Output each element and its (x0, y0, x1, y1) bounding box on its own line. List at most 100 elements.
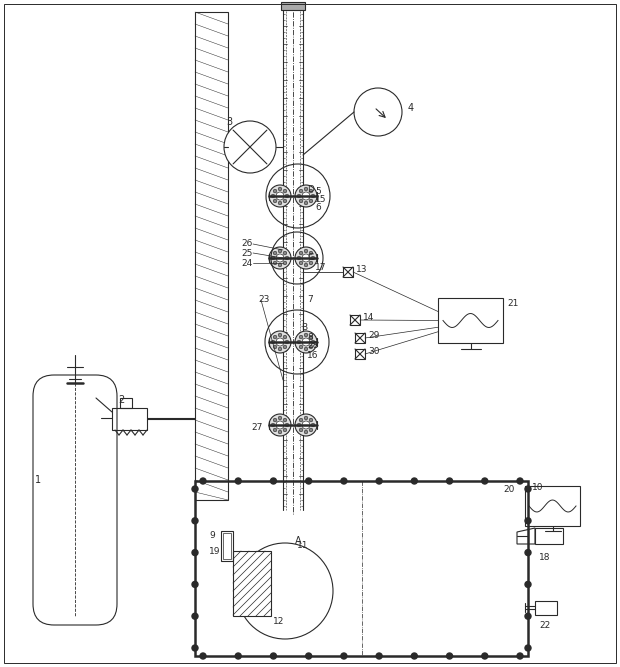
Bar (195, 12, 228, 500)
Circle shape (525, 582, 531, 588)
Circle shape (192, 645, 198, 651)
Circle shape (285, 340, 289, 344)
Circle shape (283, 189, 286, 193)
Circle shape (276, 254, 284, 262)
Circle shape (517, 478, 523, 484)
Circle shape (297, 423, 301, 427)
Circle shape (285, 256, 289, 260)
Circle shape (200, 478, 206, 484)
Circle shape (278, 430, 282, 434)
Circle shape (302, 254, 310, 262)
Circle shape (309, 251, 312, 255)
Circle shape (446, 478, 453, 484)
Circle shape (525, 550, 531, 556)
Circle shape (224, 121, 276, 173)
Circle shape (525, 645, 531, 651)
Circle shape (517, 653, 523, 659)
Circle shape (276, 421, 284, 429)
Text: 14: 14 (363, 313, 374, 323)
Circle shape (295, 185, 317, 207)
Circle shape (278, 348, 282, 351)
Circle shape (273, 251, 277, 255)
Circle shape (311, 194, 315, 198)
Text: 15: 15 (315, 195, 327, 205)
Circle shape (283, 251, 286, 255)
Circle shape (278, 334, 282, 337)
Circle shape (270, 653, 277, 659)
Circle shape (283, 199, 286, 203)
Circle shape (311, 256, 315, 260)
Circle shape (237, 543, 333, 639)
Circle shape (306, 478, 312, 484)
Circle shape (299, 189, 303, 193)
Circle shape (285, 423, 289, 427)
Text: 11: 11 (297, 542, 309, 550)
Text: 26: 26 (241, 239, 252, 249)
Text: 8: 8 (307, 333, 312, 342)
Circle shape (235, 653, 241, 659)
Bar (221, 531, 233, 561)
FancyBboxPatch shape (33, 375, 117, 625)
Bar (223, 533, 231, 559)
Circle shape (269, 247, 291, 269)
Circle shape (309, 199, 312, 203)
Circle shape (271, 256, 275, 260)
Circle shape (283, 261, 286, 265)
Circle shape (235, 478, 241, 484)
Circle shape (354, 88, 402, 136)
Circle shape (278, 187, 282, 191)
Circle shape (304, 263, 308, 267)
Text: 16: 16 (307, 350, 319, 360)
Circle shape (295, 247, 317, 269)
Circle shape (276, 192, 284, 200)
Circle shape (302, 421, 310, 429)
Circle shape (306, 653, 312, 659)
Circle shape (311, 340, 315, 344)
Text: 7: 7 (307, 295, 312, 305)
Circle shape (309, 189, 312, 193)
Circle shape (311, 423, 315, 427)
Circle shape (302, 338, 310, 346)
Text: 19: 19 (209, 546, 221, 556)
Circle shape (283, 336, 286, 339)
Circle shape (309, 428, 312, 432)
Polygon shape (517, 528, 535, 544)
Circle shape (278, 416, 282, 420)
Circle shape (271, 194, 275, 198)
Bar (535, 528, 563, 544)
Circle shape (304, 416, 308, 420)
Circle shape (525, 613, 531, 619)
Circle shape (411, 478, 417, 484)
Circle shape (278, 201, 282, 205)
Circle shape (482, 653, 488, 659)
Bar (281, 2, 305, 10)
Bar (120, 398, 132, 408)
Text: 23: 23 (258, 295, 269, 305)
Bar (112, 408, 147, 430)
Bar (233, 551, 271, 616)
Circle shape (304, 348, 308, 351)
Circle shape (299, 261, 303, 265)
Text: 30: 30 (368, 348, 379, 356)
Bar (355, 333, 365, 343)
Circle shape (271, 340, 275, 344)
Circle shape (446, 653, 453, 659)
Circle shape (304, 187, 308, 191)
Circle shape (299, 251, 303, 255)
Text: 10: 10 (532, 482, 544, 492)
Bar (355, 349, 365, 359)
Text: 17: 17 (315, 263, 327, 273)
Circle shape (273, 418, 277, 422)
Text: 1: 1 (35, 475, 41, 485)
Text: 5: 5 (315, 187, 321, 197)
Circle shape (283, 418, 286, 422)
Circle shape (482, 478, 488, 484)
Circle shape (273, 261, 277, 265)
Text: D: D (307, 185, 314, 195)
Text: 18: 18 (539, 554, 551, 562)
Circle shape (309, 345, 312, 349)
Circle shape (192, 582, 198, 588)
Circle shape (299, 428, 303, 432)
Circle shape (297, 256, 301, 260)
Text: 25: 25 (241, 249, 252, 257)
